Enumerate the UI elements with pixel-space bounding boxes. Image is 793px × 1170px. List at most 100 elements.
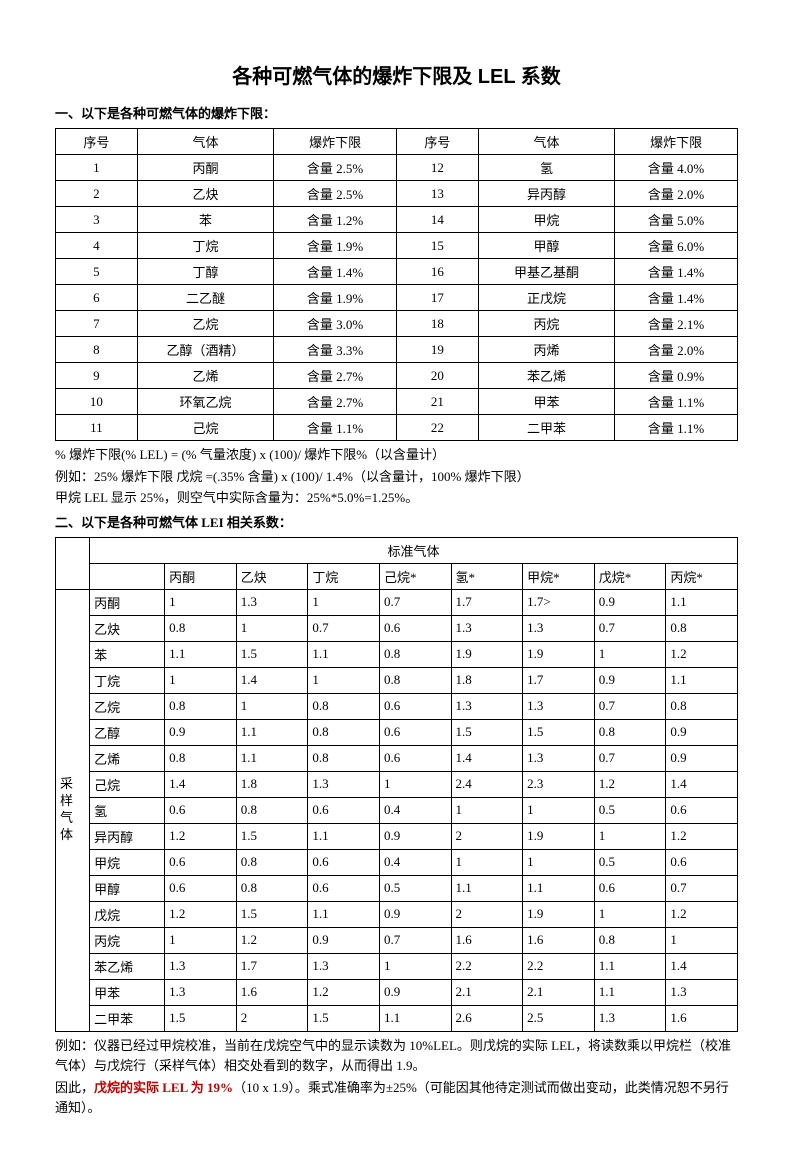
table-cell: 1.6 — [236, 979, 308, 1005]
table-cell: 1.5 — [308, 1005, 380, 1031]
table-cell: 0.9 — [379, 901, 451, 927]
table-cell: 1.1 — [666, 589, 738, 615]
table-cell: 0.6 — [594, 875, 666, 901]
table-cell: 2.5 — [523, 1005, 595, 1031]
table-cell: 0.8 — [236, 875, 308, 901]
table-cell: 21 — [396, 389, 478, 415]
table-cell: 1 — [379, 771, 451, 797]
lel-limits-table: 序号气体爆炸下限序号气体爆炸下限 1丙酮含量 2.5%12氢含量 4.0%2乙炔… — [55, 128, 738, 441]
table-cell: 1.2 — [165, 823, 237, 849]
table-cell: 1 — [56, 155, 138, 181]
table-cell: 1 — [451, 797, 523, 823]
table-cell: 1.1 — [523, 875, 595, 901]
col-header: 氢* — [451, 563, 523, 589]
table-cell: 1.3 — [165, 953, 237, 979]
table-cell: 0.9 — [379, 979, 451, 1005]
row-label: 乙烯 — [90, 745, 165, 771]
note-line: 甲烷 LEL 显示 25%，则空气中实际含量为：25%*5.0%=1.25%。 — [55, 488, 738, 508]
table-cell: 二乙醚 — [137, 285, 273, 311]
table-cell: 0.8 — [165, 745, 237, 771]
table-cell: 0.6 — [666, 797, 738, 823]
col-header: 甲烷* — [523, 563, 595, 589]
table-cell: 0.8 — [594, 719, 666, 745]
table-cell: 1.8 — [451, 667, 523, 693]
table-cell: 1.3 — [165, 979, 237, 1005]
table-cell: 0.7 — [666, 875, 738, 901]
table-cell: 0.7 — [379, 589, 451, 615]
table-cell: 2 — [451, 823, 523, 849]
table-cell: 0.8 — [666, 693, 738, 719]
table-cell: 16 — [396, 259, 478, 285]
table-cell: 0.6 — [308, 875, 380, 901]
table-cell: 乙烷 — [137, 311, 273, 337]
table-cell: 1.3 — [523, 745, 595, 771]
table-cell: 1 — [236, 693, 308, 719]
table-cell: 0.7 — [594, 693, 666, 719]
section2-heading: 二、以下是各种可燃气体 LEI 相关系数： — [55, 512, 738, 531]
col-header: 己烷* — [379, 563, 451, 589]
row-label: 乙烷 — [90, 693, 165, 719]
table-cell: 0.9 — [594, 589, 666, 615]
table-cell: 含量 2.5% — [274, 181, 397, 207]
table-cell: 环氧乙烷 — [137, 389, 273, 415]
table-cell: 0.8 — [236, 849, 308, 875]
table-cell: 0.5 — [594, 849, 666, 875]
table-cell: 2.3 — [523, 771, 595, 797]
table-cell: 5 — [56, 259, 138, 285]
row-label: 甲醇 — [90, 875, 165, 901]
table-cell: 1 — [379, 953, 451, 979]
table-cell: 丙烯 — [478, 337, 614, 363]
std-gas-label: 标准气体 — [90, 537, 738, 563]
table-cell: 含量 1.9% — [274, 285, 397, 311]
table-cell: 1.5 — [165, 1005, 237, 1031]
note-line: % 爆炸下限(% LEL) = (% 气量浓度) x (100)/ 爆炸下限%（… — [55, 445, 738, 465]
table-cell: 含量 2.0% — [615, 337, 738, 363]
note-line: 例如：25% 爆炸下限 戊烷 =(.35% 含量) x (100)/ 1.4%（… — [55, 467, 738, 487]
table-cell: 0.9 — [666, 745, 738, 771]
table-cell: 1 — [523, 849, 595, 875]
table-cell: 1.2 — [666, 823, 738, 849]
table-cell: 13 — [396, 181, 478, 207]
table-cell: 1 — [451, 849, 523, 875]
table-cell: 含量 1.1% — [615, 415, 738, 441]
table-cell: 0.6 — [379, 745, 451, 771]
row-label: 异丙醇 — [90, 823, 165, 849]
table-cell: 0.6 — [666, 849, 738, 875]
table-cell: 1 — [666, 927, 738, 953]
table-cell: 1.9 — [523, 641, 595, 667]
table-cell: 甲醇 — [478, 233, 614, 259]
table-cell: 0.6 — [308, 797, 380, 823]
table-cell: 1 — [594, 901, 666, 927]
table-cell: 1.1 — [666, 667, 738, 693]
table-cell: 含量 2.7% — [274, 389, 397, 415]
table-cell: 1.2 — [666, 901, 738, 927]
table-cell: 0.5 — [594, 797, 666, 823]
row-label: 氢 — [90, 797, 165, 823]
table-cell: 1.7> — [523, 589, 595, 615]
table-cell: 6 — [56, 285, 138, 311]
table-cell: 2 — [56, 181, 138, 207]
table-cell: 1.4 — [451, 745, 523, 771]
table-cell: 1.7 — [451, 589, 523, 615]
table-cell: 0.8 — [666, 615, 738, 641]
col-header: 序号 — [396, 129, 478, 155]
table-cell: 2.2 — [451, 953, 523, 979]
table-cell: 己烷 — [137, 415, 273, 441]
table-cell: 1.4 — [165, 771, 237, 797]
table-cell: 1.1 — [308, 823, 380, 849]
table-cell: 含量 1.9% — [274, 233, 397, 259]
col-header: 爆炸下限 — [274, 129, 397, 155]
table-cell: 甲基乙基酮 — [478, 259, 614, 285]
table-cell: 0.8 — [379, 667, 451, 693]
table-cell: 苯乙烯 — [478, 363, 614, 389]
table-cell: 1.2 — [308, 979, 380, 1005]
table-cell: 2 — [236, 1005, 308, 1031]
table-cell: 含量 0.9% — [615, 363, 738, 389]
table-cell: 1.8 — [236, 771, 308, 797]
table-cell: 2.2 — [523, 953, 595, 979]
table-cell: 18 — [396, 311, 478, 337]
table-cell: 1 — [594, 823, 666, 849]
table-cell: 0.6 — [165, 849, 237, 875]
table-cell: 1.1 — [236, 745, 308, 771]
table-cell: 1.5 — [236, 641, 308, 667]
